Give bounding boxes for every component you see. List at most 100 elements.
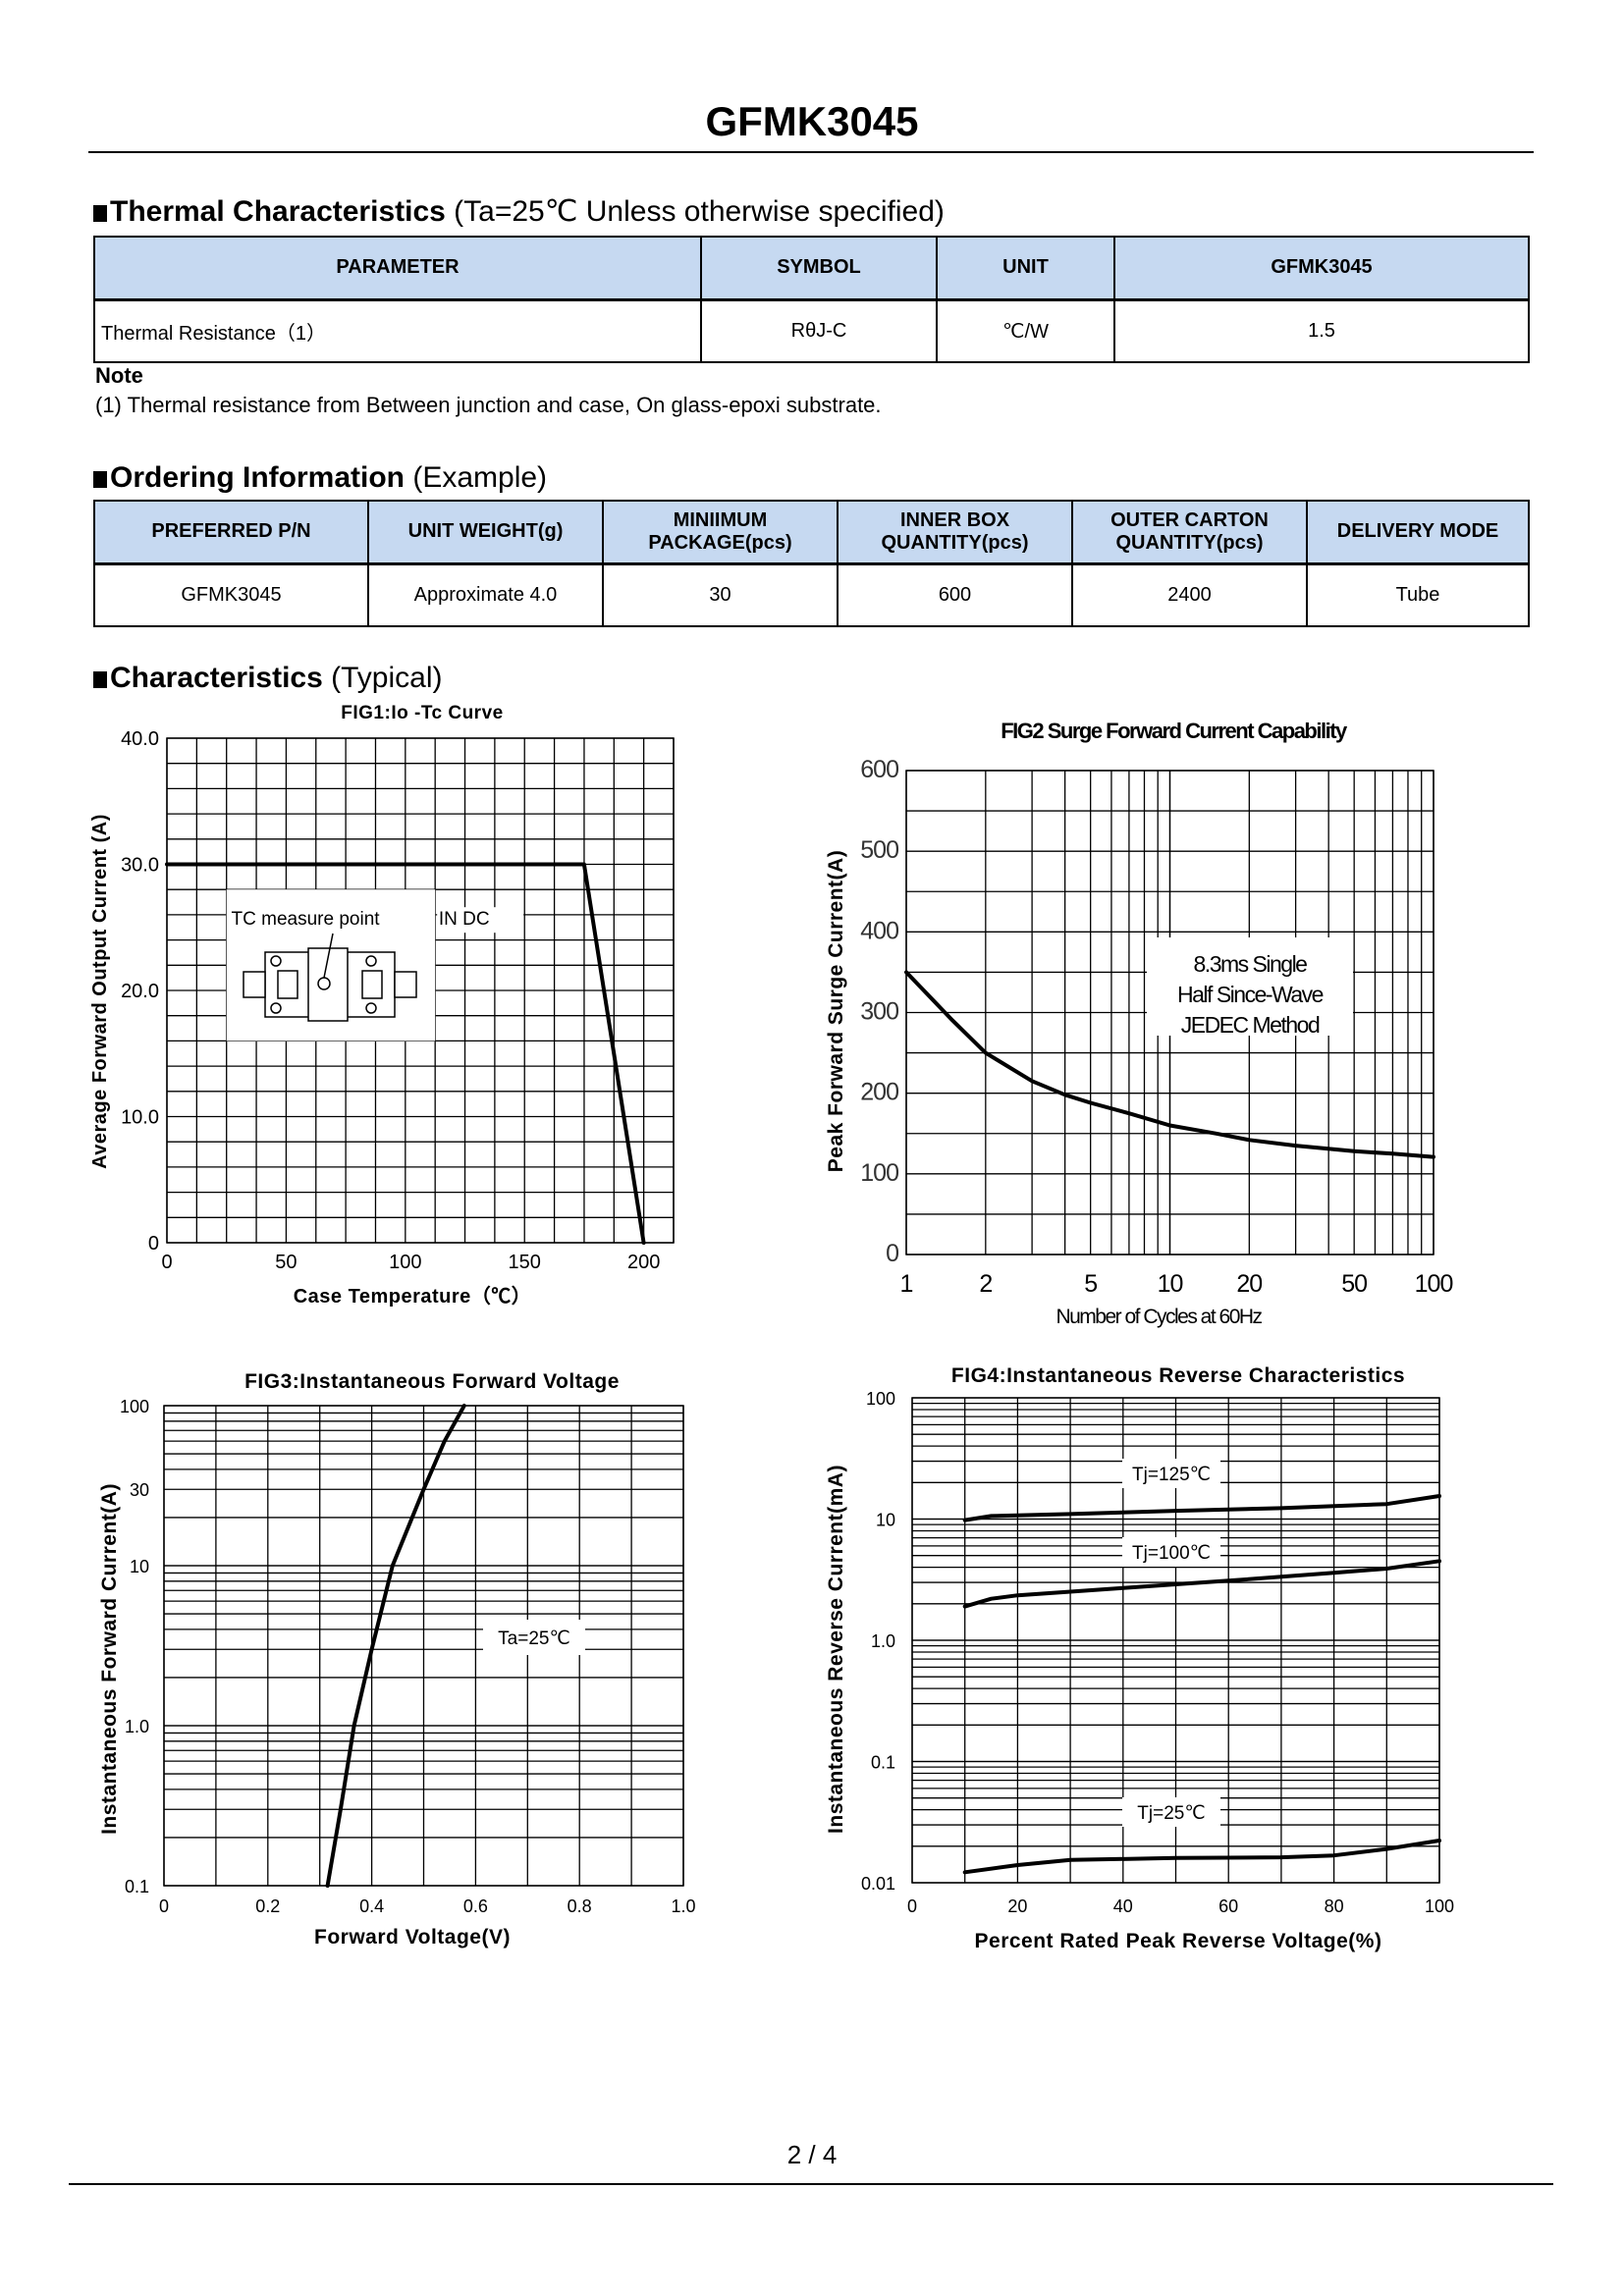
cell-inner-box: 600 (837, 562, 1073, 627)
annotation-in-dc: IN DC (439, 909, 490, 930)
cell-min-package: 30 (602, 562, 839, 627)
x-tick-label: 20 (1236, 1270, 1262, 1298)
note-text: (1) Thermal resistance from Between junc… (95, 393, 882, 417)
x-tick-label: 10 (1158, 1270, 1183, 1298)
y-tick-label: 0 (886, 1240, 898, 1267)
y-tick-label: 100 (866, 1389, 895, 1409)
fig1-title: FIG1:Io -Tc Curve (341, 703, 503, 723)
lead-left (243, 971, 266, 998)
x-tick-label: 40 (1113, 1896, 1133, 1916)
y-tick-label: 300 (860, 998, 898, 1026)
annotation-background (1122, 1537, 1220, 1567)
table-row: GFMK3045 Approximate 4.0 30 600 2400 Tub… (93, 562, 1530, 627)
cell-outer-carton: 2400 (1071, 562, 1308, 627)
thermal-heading-title: Thermal Characteristics (110, 195, 446, 228)
x-tick-label: 0 (907, 1896, 917, 1916)
characteristics-heading-note: (Typical) (331, 662, 443, 694)
characteristics-heading: Characteristics (Typical) (93, 662, 443, 695)
cell-symbol: RθJ-C (700, 298, 938, 363)
pad-right (361, 970, 383, 999)
x-tick-label: 100 (389, 1252, 421, 1273)
ordering-heading-title: Ordering Information (110, 461, 405, 494)
package-diagram (243, 933, 417, 1022)
fig4-plot-frame (911, 1397, 1440, 1884)
annotation-background (483, 1620, 585, 1655)
x-tick-label: 0.2 (255, 1896, 280, 1916)
tc-pointer-line (323, 933, 334, 979)
bullet-square-icon (93, 671, 107, 688)
y-tick-label: 0.01 (861, 1874, 895, 1894)
document-title: GFMK3045 (705, 98, 919, 144)
y-tick-label: 500 (860, 836, 898, 864)
fig4-series-line (962, 1559, 1441, 1609)
fig2-y-axis-label: Peak Forward Surge Current(A) (825, 850, 847, 1172)
fig3-plot-frame (163, 1405, 684, 1887)
fig2-plot-frame (905, 770, 1435, 1255)
thermal-table: PARAMETER SYMBOL UNIT GFMK3045 Thermal R… (93, 236, 1530, 363)
mount-hole (365, 1002, 377, 1014)
x-tick-label: 0.6 (463, 1896, 488, 1916)
x-tick-label: 50 (1341, 1270, 1367, 1298)
cell-weight: Approximate 4.0 (367, 562, 604, 627)
fig1-x-axis-label: Case Temperature（℃） (294, 1285, 532, 1308)
x-tick-label: 100 (1415, 1270, 1453, 1298)
header-divider (88, 151, 1534, 153)
annotation-tj: Tj=100℃ (1132, 1543, 1211, 1564)
ordering-heading-note: (Example) (412, 461, 548, 494)
y-tick-label: 600 (860, 756, 898, 783)
fig3-title: FIG3:Instantaneous Forward Voltage (244, 1370, 620, 1393)
tc-point (317, 977, 331, 990)
fig2-series-line (904, 970, 1435, 1159)
y-tick-label: 0.1 (871, 1753, 895, 1773)
annotation-background (1147, 937, 1353, 1036)
y-tick-label: 100 (860, 1159, 898, 1187)
x-tick-label: 100 (1425, 1896, 1454, 1916)
cell-unit: ℃/W (936, 298, 1115, 363)
annotation-background (1122, 1797, 1220, 1827)
annotation-background (1122, 1459, 1220, 1488)
cell-pn: GFMK3045 (93, 562, 369, 627)
x-tick-label: 0.4 (359, 1896, 384, 1916)
x-tick-label: 0 (161, 1252, 172, 1273)
x-tick-label: 0 (159, 1896, 169, 1916)
x-tick-label: 0.8 (568, 1896, 592, 1916)
fig3-series-line (325, 1404, 466, 1888)
thermal-heading-condition: (Ta=25℃ Unless otherwise specified) (454, 195, 945, 228)
header-symbol: SYMBOL (700, 236, 938, 301)
x-tick-label: 5 (1084, 1270, 1097, 1298)
fig4-chart: Tj=125℃ Tj=100℃ Tj=25℃ 0 20 40 60 80 100 100 10 1.0… (825, 1364, 1454, 1952)
x-tick-label: 200 (627, 1252, 660, 1273)
x-tick-label: 20 (1007, 1896, 1027, 1916)
header-part: GFMK3045 (1113, 236, 1530, 301)
x-tick-label: 1 (900, 1270, 913, 1298)
fig3-chart: Ta=25℃ 0 0.2 0.4 0.6 0.8 1.0 100 30 10 1.0 0.1 FIG3:… (98, 1370, 696, 1949)
annotation-tj: Tj=25℃ (1137, 1803, 1205, 1824)
x-tick-label: 2 (979, 1270, 992, 1298)
header-pn: PREFERRED P/N (93, 500, 369, 565)
fig2-chart: 8.3ms Single Half Since-Wave JEDEC Method 1… (825, 719, 1453, 1328)
annotation-test-condition: Half Since-Wave (1177, 982, 1324, 1007)
y-tick-label: 100 (120, 1397, 149, 1416)
annotation-tj: Tj=125℃ (1132, 1465, 1211, 1485)
y-tick-label: 0.1 (125, 1877, 149, 1896)
header-weight: UNIT WEIGHT(g) (367, 500, 604, 565)
annotation-test-condition: JEDEC Method (1181, 1012, 1320, 1038)
y-tick-label: 0 (148, 1233, 159, 1255)
fig3-grid (163, 1405, 684, 1887)
characteristics-heading-title: Characteristics (110, 662, 323, 694)
cell-delivery-mode: Tube (1306, 562, 1530, 627)
fig3-x-axis-label: Forward Voltage(V) (314, 1926, 511, 1949)
fig2-x-axis-label: Number of Cycles at 60Hz (1056, 1306, 1262, 1328)
fig2-title: FIG2 Surge Forward Current Capability (1001, 719, 1348, 743)
mount-hole (365, 955, 377, 967)
mount-hole (270, 1002, 282, 1014)
y-tick-label: 10 (876, 1511, 895, 1530)
y-tick-label: 400 (860, 917, 898, 944)
fig4-x-axis-label: Percent Rated Peak Reverse Voltage(%) (975, 1930, 1382, 1952)
page-number: 2 / 4 (786, 2140, 838, 2169)
y-tick-label: 30 (130, 1480, 149, 1500)
y-tick-label: 10.0 (121, 1107, 159, 1129)
pad-left (277, 970, 298, 999)
x-tick-label: 80 (1325, 1896, 1344, 1916)
